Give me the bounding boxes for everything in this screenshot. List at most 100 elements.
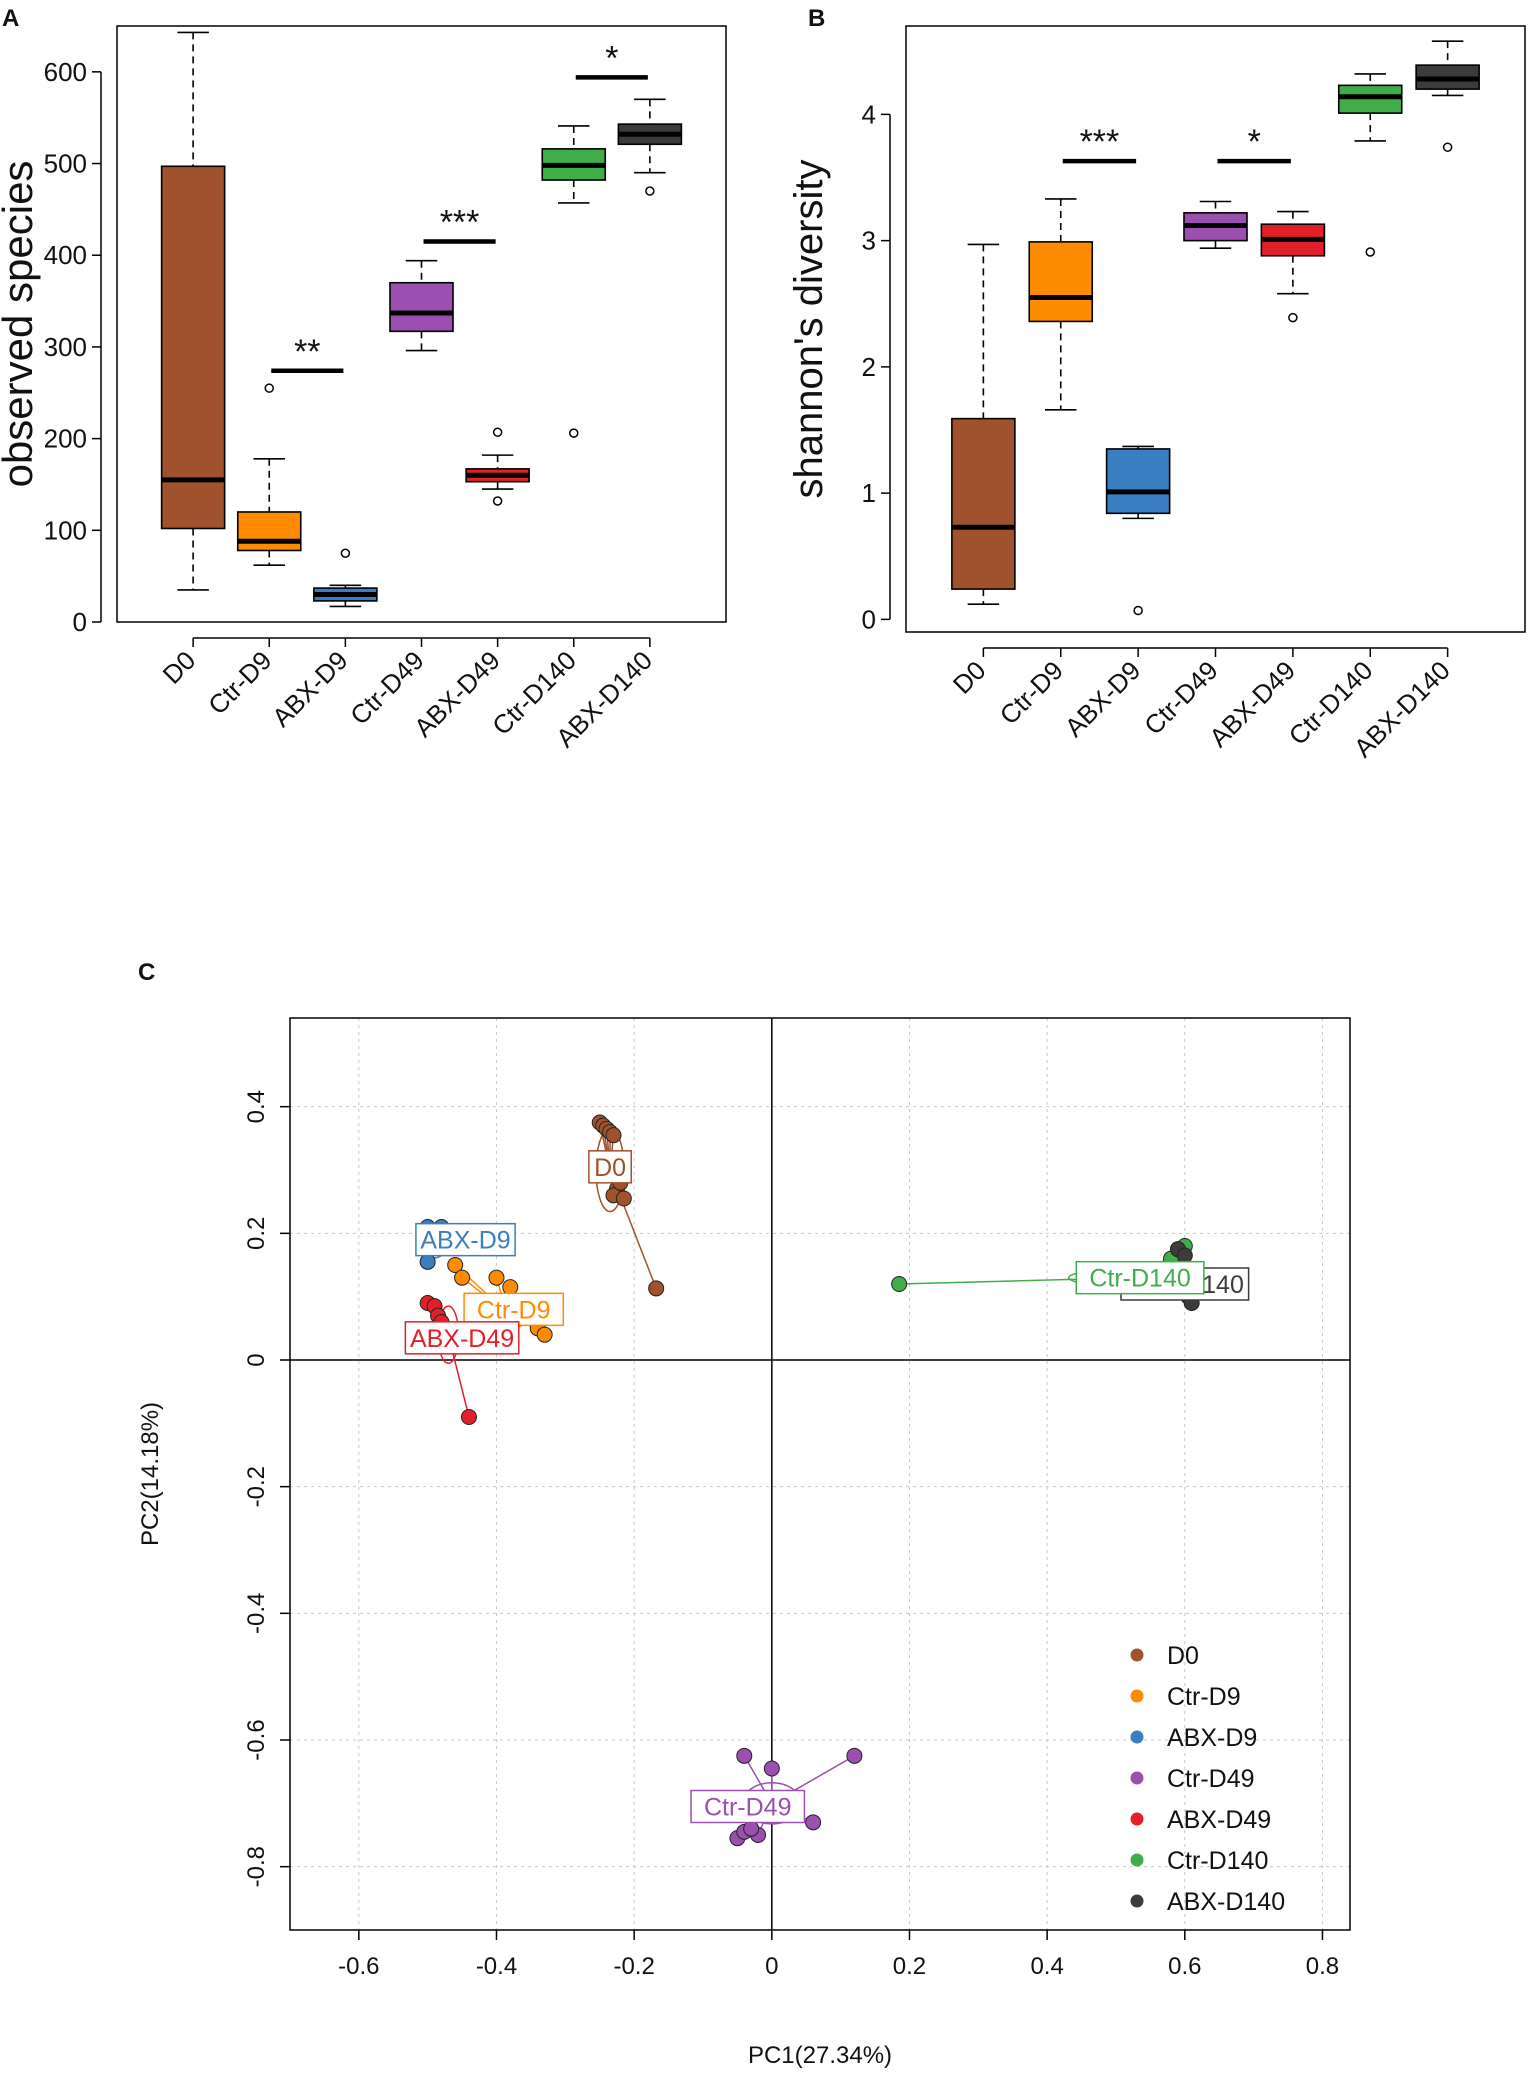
group-label-text: D0 <box>594 1154 626 1182</box>
y-tick-label: 0.4 <box>243 1090 270 1123</box>
sample-point <box>454 1269 471 1286</box>
iqr-box <box>1337 84 1403 114</box>
panel-b-y-tick-label: 0 <box>862 604 876 634</box>
panel-a-plot-frame <box>116 25 727 623</box>
y-tick-label: -0.4 <box>243 1593 270 1634</box>
sample-point <box>805 1814 822 1831</box>
legend-item-abx-d49: ABX-D49 <box>1130 1806 1271 1834</box>
panel-a-boxplot: 0 100 200 300 400 500 600 observed species D0 Ctr… <box>0 25 727 753</box>
sample-point <box>846 1747 863 1764</box>
group-label-text: Ctr-D140 <box>1089 1265 1190 1293</box>
legend-label: ABX-D49 <box>1167 1806 1271 1834</box>
legend-item-abx-d9: ABX-D9 <box>1130 1724 1257 1752</box>
sample-point <box>502 1279 519 1296</box>
sample-point <box>488 1269 505 1286</box>
legend-label: ABX-D9 <box>1167 1724 1257 1752</box>
iqr-box <box>1028 241 1094 323</box>
sample-point <box>447 1257 464 1273</box>
group-label-ctr-d49: Ctr-D49 <box>690 1789 806 1824</box>
legend-label: Ctr-D140 <box>1167 1847 1268 1875</box>
panel-a-y-tick-label: 400 <box>44 240 87 270</box>
legend-swatch <box>1130 1853 1144 1867</box>
panel-a-box-abx-d140 <box>617 98 683 196</box>
panel-a-box-abx-d9 <box>313 548 378 608</box>
x-tick-label: -0.6 <box>338 1953 379 1980</box>
sample-point <box>615 1190 632 1207</box>
panel-a-significance-label: * <box>605 39 618 77</box>
sample-point <box>460 1409 477 1425</box>
y-tick-label: -0.8 <box>243 1846 270 1887</box>
legend-label: Ctr-D49 <box>1167 1765 1255 1793</box>
panel-a-box-d0 <box>160 31 226 591</box>
group-label-box <box>463 1292 565 1327</box>
x-tick-label: -0.4 <box>476 1953 517 1980</box>
panel-b-significance-label: *** <box>1080 123 1120 161</box>
group-label-d0: D0 <box>588 1150 633 1184</box>
sample-point <box>743 1820 760 1837</box>
group-label-ctr-d140: Ctr-D140 <box>1075 1260 1205 1295</box>
panel-a-x-tick-label: Ctr-D9 <box>202 645 277 720</box>
panel-b-plot-frame <box>905 25 1526 633</box>
panel-a-significance-label: ** <box>294 333 320 371</box>
y-tick-label: 0.2 <box>243 1217 270 1250</box>
iqr-box <box>951 417 1016 590</box>
outlier-point <box>645 186 655 196</box>
legend-swatch <box>1130 1648 1144 1662</box>
group-label-text: ABX-D9 <box>420 1227 510 1255</box>
panel-a-y-tick-label: 600 <box>44 57 87 87</box>
group-label-box <box>1075 1260 1205 1295</box>
legend-label: Ctr-D9 <box>1167 1683 1241 1711</box>
legend-item-ctr-d49: Ctr-D49 <box>1130 1765 1255 1793</box>
outlier-point <box>569 428 579 438</box>
panel-c-letter: C <box>138 959 155 986</box>
legend-item-abx-d140: ABX-D140 <box>1130 1888 1285 1916</box>
group-label-text: Ctr-D9 <box>477 1296 551 1324</box>
group-label-box <box>415 1222 516 1257</box>
sample-point <box>736 1747 753 1764</box>
panel-b-x-tick-label: D0 <box>947 655 992 700</box>
panel-a-y-axis-label: observed species <box>0 161 41 488</box>
x-tick-label: 0 <box>765 1953 778 1980</box>
iqr-box <box>1105 448 1171 515</box>
outlier-point <box>1365 247 1375 257</box>
y-axis-label: PC2(14.18%) <box>137 1402 164 1546</box>
x-tick-label: -0.2 <box>613 1953 654 1980</box>
sample-point <box>536 1326 553 1343</box>
panel-b-box-ctr-d9 <box>1028 198 1094 411</box>
outlier-point <box>340 548 351 558</box>
panel-b-x-tick-label: Ctr-D9 <box>994 655 1069 730</box>
iqr-box <box>236 511 302 552</box>
group-label-abx-d49: ABX-D49 <box>404 1321 520 1355</box>
panel-b-x-tick-label: ABX-D49 <box>1203 655 1301 753</box>
group-label-ctr-d9: Ctr-D9 <box>463 1292 565 1327</box>
outlier-point <box>492 427 503 437</box>
group-label-box <box>690 1789 806 1824</box>
panel-a-significance-label: *** <box>440 203 480 241</box>
x-tick-label: 0.2 <box>893 1953 926 1980</box>
sample-point <box>648 1280 665 1297</box>
x-tick-label: 0.4 <box>1030 1953 1063 1980</box>
panel-b-y-tick-label: 3 <box>862 226 876 256</box>
group-label-box <box>588 1150 633 1184</box>
panel-a-box-ctr-d140 <box>541 125 607 438</box>
legend-swatch <box>1130 1894 1144 1908</box>
panel-a-letter: A <box>2 5 19 32</box>
panel-b-significance-label: * <box>1248 123 1261 161</box>
panel-b-box-d0 <box>951 243 1016 606</box>
panel-b-box-ctr-d140 <box>1337 73 1403 257</box>
group-d0 <box>591 1114 665 1297</box>
sample-point <box>605 1127 622 1144</box>
group-label-text: Ctr-D49 <box>704 1794 792 1822</box>
sample-point <box>1176 1247 1193 1264</box>
panel-a-y-tick-label: 0 <box>73 607 87 637</box>
panel-c-pca: -0.6 -0.4 -0.2 0 0.2 0.4 0.6 0.8 -0.8 -0.6 -0.4 -0.… <box>137 1017 1351 2069</box>
panel-b-x-tick-label: ABX-D9 <box>1059 655 1147 743</box>
sample-point <box>419 1253 436 1270</box>
panel-a-box-ctr-d9 <box>236 383 302 566</box>
iqr-box <box>160 165 226 530</box>
panel-b-box-abx-d49 <box>1260 210 1326 323</box>
y-tick-label: -0.2 <box>243 1466 270 1507</box>
panel-b-box-abx-d140 <box>1415 40 1480 152</box>
